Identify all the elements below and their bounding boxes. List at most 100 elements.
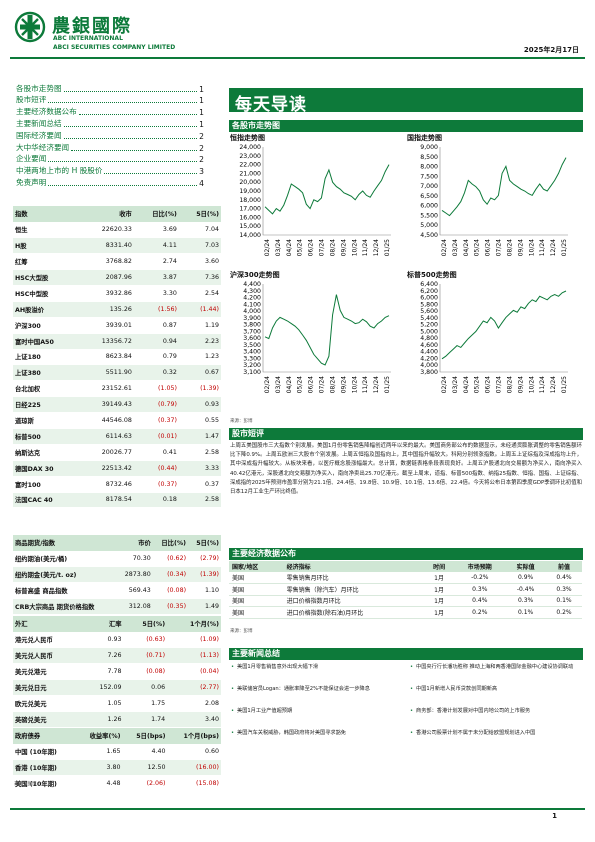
table-cell: 0.55: [178, 412, 221, 429]
table-cell: (0.44): [133, 460, 179, 477]
commentary-title: 股市短评: [229, 428, 583, 440]
table-row: H股 8331.40 4.11 7.03: [13, 237, 221, 255]
table-row: 富时中国A50 13356.72 0.94 2.23: [13, 333, 221, 350]
table-header: 5日(%): [178, 206, 221, 222]
header: 農銀國際 ABC INTERNATIONAL ABCI SECURITIES C…: [0, 0, 595, 62]
y-tick-label: 24,000: [239, 144, 261, 151]
table-cell: 2.58: [178, 492, 221, 509]
x-tick-label: 11/24: [539, 239, 546, 256]
table-cell: 1.75: [123, 695, 168, 712]
table-cell: 0.06: [123, 679, 168, 696]
toc-leader: [63, 126, 198, 128]
toc-item[interactable]: 企业要闻 2: [16, 153, 204, 164]
econ-row: 美国 进口价格指数(除石油)月环比 1月 0.2% 0.1% 0.2%: [229, 606, 582, 619]
table-cell: 3.80: [75, 759, 123, 777]
table-row: 法国CAC 40 8178.54 0.18 2.58: [13, 492, 221, 509]
econ-cell: 0.4%: [454, 595, 506, 607]
table-cell: 3.30: [133, 285, 179, 302]
table-cell: 20026.77: [80, 444, 134, 461]
table-cell: 美元兑日元: [13, 679, 82, 696]
y-tick-label: 7,500: [420, 173, 438, 180]
y-tick-label: 4,100: [243, 301, 261, 308]
toc-item[interactable]: 免责声明 4: [16, 176, 204, 188]
y-tick-label: 5,600: [420, 308, 438, 315]
table-cell: 3768.82: [80, 253, 134, 271]
y-tick-label: 21,000: [239, 170, 261, 177]
toc-item-label: 大中华经济要闻: [16, 142, 70, 152]
table-cell: 1.49: [188, 598, 221, 615]
toc-item-page: 1: [199, 108, 204, 118]
econ-cell: 美国: [229, 606, 284, 619]
table-cell: HSC中型股: [13, 285, 81, 302]
commodity-table: 商品期货/指数 市价 日比(%) 5日(%) 纽约期油(美元/桶) 70.30 (0.62)…: [13, 535, 221, 631]
econ-table: 国家/地区 经济指标 时间 市场预期 实际值 前值 美国 零售销售月环比 1月 -0.2% 0.9…: [229, 561, 582, 619]
toc-item-page: 1: [199, 84, 204, 94]
news-item[interactable]: 美国1月零售销售意外出现大幅下滑: [231, 664, 402, 671]
table-cell: 0.93: [178, 396, 221, 414]
table-cell: 4.40: [122, 743, 168, 761]
table-cell: (1.44): [178, 301, 221, 318]
company-name-en-2: ABCI SECURITIES COMPANY LIMITED: [53, 44, 176, 51]
table-cell: 5511.90: [80, 364, 134, 382]
table-cell: (1.13): [167, 647, 221, 665]
table-cell: 欧元兑美元: [13, 695, 82, 712]
toc-item[interactable]: 主要经济数据公布 1: [16, 106, 204, 118]
table-cell: 12.50: [122, 759, 168, 777]
x-tick-label: 04/24: [286, 239, 293, 256]
econ-header: 经济指标: [283, 561, 424, 572]
toc-item[interactable]: 各股市走势图 1: [16, 82, 204, 94]
news-item[interactable]: 商务部：香港计划发展对中国内地公司的上市服务: [410, 708, 581, 715]
econ-header: 前值: [545, 561, 582, 572]
econ-cell: 零售销售月环比: [283, 572, 424, 584]
table-cell: 0.18: [133, 492, 179, 509]
x-tick-label: 03/24: [452, 376, 459, 393]
table-header: 指数: [13, 206, 81, 222]
table-cell: 3.33: [178, 460, 221, 477]
table-header: 商品期货/指数: [13, 535, 116, 551]
table-header: 1个月(bps): [167, 728, 221, 744]
y-tick-label: 8,500: [420, 154, 438, 161]
x-tick-label: 05/24: [297, 239, 304, 256]
table-cell: 7.78: [81, 663, 124, 681]
news-item[interactable]: 香港公司股票计划不属于未分配给欧盟规划进入中国: [410, 730, 581, 737]
toc-item[interactable]: 大中华经济要闻 2: [16, 141, 204, 153]
x-tick-label: 06/24: [485, 239, 492, 256]
table-cell: 3.87: [133, 269, 179, 286]
x-tick-label: 09/24: [340, 376, 347, 393]
chart-series-line: [441, 290, 567, 360]
x-tick-label: 09/24: [340, 239, 347, 256]
toc-item[interactable]: 国际经济要闻 2: [16, 129, 204, 141]
toc-item[interactable]: 中港两地上市的 H 股股价 3: [16, 165, 204, 176]
table-header: 外汇: [13, 616, 82, 632]
table-cell: 台北加权: [13, 380, 81, 398]
y-tick-label: 3,400: [243, 349, 261, 356]
table-cell: 2.23: [178, 333, 221, 350]
x-tick-label: 12/24: [373, 376, 380, 393]
news-item[interactable]: 美联储官员Logan：通胀率降至2%不能保证会进一步降息: [231, 686, 402, 693]
news-item[interactable]: 美国1月工业产值超预期: [231, 708, 402, 715]
toc-item-page: 2: [199, 131, 204, 141]
toc-item[interactable]: 主要新闻总结 1: [16, 117, 204, 129]
econ-cell: 1月: [423, 583, 455, 596]
news-item[interactable]: 中国央行行长潘功胜称 推动上海和两香港国际金融中心建设协调联动: [410, 664, 581, 671]
x-tick-label: 11/24: [362, 239, 369, 256]
x-tick-label: 02/24: [264, 376, 271, 393]
news-item[interactable]: 美国汽车关税威胁，韩国政府将对美国寻求豁免: [231, 730, 402, 737]
econ-header: 时间: [423, 561, 455, 572]
y-tick-label: 3,200: [243, 362, 261, 369]
table-row: 上证380 5511.90 0.32 0.67: [13, 364, 221, 382]
table-cell: 0.37: [178, 476, 221, 493]
table-cell: 2087.96: [80, 269, 134, 286]
table-header: 5日(bps): [122, 728, 168, 744]
toc-leader: [63, 137, 198, 139]
toc-leader: [48, 161, 198, 163]
table-cell: 312.08: [115, 598, 153, 615]
toc-leader: [48, 185, 198, 187]
econ-cell: 0.3%: [545, 583, 582, 596]
table-cell: 7.04: [178, 221, 221, 239]
news-item[interactable]: 中国1月新增人民币贷款创同期新高: [410, 686, 581, 693]
table-cell: 1.47: [178, 428, 221, 445]
y-tick-label: 6,000: [420, 295, 438, 302]
toc-item[interactable]: 股市短评 1: [16, 94, 204, 105]
report-date: 2025年2月17日: [523, 46, 579, 54]
